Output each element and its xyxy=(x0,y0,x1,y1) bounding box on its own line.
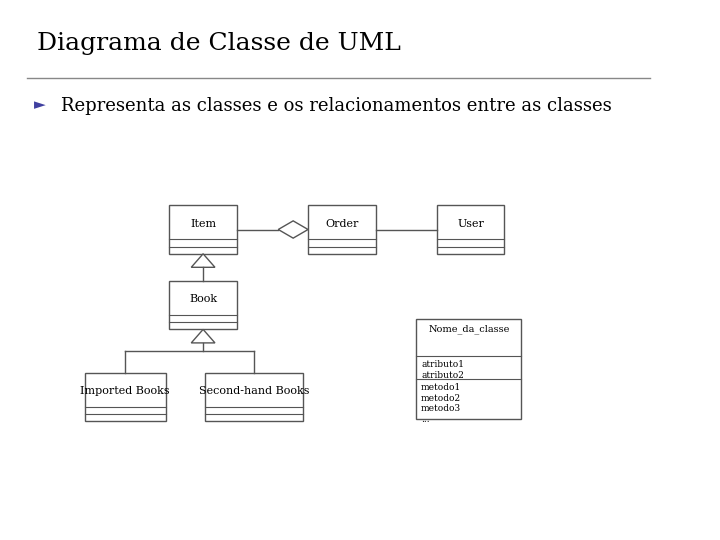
Text: Second-hand Books: Second-hand Books xyxy=(199,386,309,396)
Text: atributo2: atributo2 xyxy=(421,370,464,380)
Text: Nome_da_classe: Nome_da_classe xyxy=(428,324,510,334)
Text: atributo1: atributo1 xyxy=(421,360,464,369)
Text: User: User xyxy=(457,219,484,228)
Text: Imported Books: Imported Books xyxy=(81,386,170,396)
Text: ...: ... xyxy=(421,415,430,424)
Text: metodo3: metodo3 xyxy=(421,404,462,414)
Text: metodo2: metodo2 xyxy=(421,394,462,403)
Text: Order: Order xyxy=(325,219,359,228)
Polygon shape xyxy=(278,221,308,238)
Text: ►: ► xyxy=(34,97,45,112)
Bar xyxy=(416,319,521,418)
Text: metodo1: metodo1 xyxy=(421,383,462,392)
Text: Diagrama de Classe de UML: Diagrama de Classe de UML xyxy=(37,32,401,56)
Polygon shape xyxy=(192,329,215,343)
Text: Book: Book xyxy=(189,294,217,304)
Bar xyxy=(169,205,237,254)
Text: Representa as classes e os relacionamentos entre as classes: Representa as classes e os relacionament… xyxy=(61,97,612,115)
Bar xyxy=(85,373,166,421)
Polygon shape xyxy=(192,254,215,267)
Bar xyxy=(204,373,303,421)
Bar xyxy=(437,205,505,254)
Bar xyxy=(308,205,376,254)
Bar xyxy=(169,281,237,329)
Text: Item: Item xyxy=(190,219,216,228)
